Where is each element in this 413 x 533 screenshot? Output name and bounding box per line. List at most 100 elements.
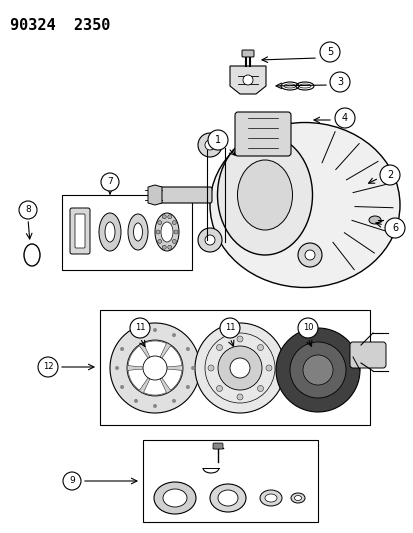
Wedge shape xyxy=(154,368,181,390)
Circle shape xyxy=(38,357,58,377)
Circle shape xyxy=(219,318,240,338)
Text: 12: 12 xyxy=(43,362,53,372)
Wedge shape xyxy=(143,368,166,395)
FancyBboxPatch shape xyxy=(235,112,290,156)
Circle shape xyxy=(127,340,183,396)
Text: 1: 1 xyxy=(214,135,221,145)
Ellipse shape xyxy=(294,496,301,500)
Wedge shape xyxy=(128,368,154,390)
Circle shape xyxy=(172,239,176,244)
Wedge shape xyxy=(128,346,154,368)
Circle shape xyxy=(171,333,176,337)
Ellipse shape xyxy=(290,493,304,503)
Ellipse shape xyxy=(368,216,380,224)
Circle shape xyxy=(207,130,228,150)
Circle shape xyxy=(101,173,119,191)
Circle shape xyxy=(156,230,159,234)
Circle shape xyxy=(185,385,190,389)
Circle shape xyxy=(134,399,138,403)
FancyBboxPatch shape xyxy=(349,342,385,368)
FancyBboxPatch shape xyxy=(100,310,369,425)
Circle shape xyxy=(297,318,317,338)
Text: 10: 10 xyxy=(302,324,313,333)
Circle shape xyxy=(171,399,176,403)
Text: 11: 11 xyxy=(224,324,235,333)
Circle shape xyxy=(207,365,214,371)
Circle shape xyxy=(275,328,359,412)
Text: 9: 9 xyxy=(69,477,75,486)
Circle shape xyxy=(173,230,178,234)
Circle shape xyxy=(197,133,221,157)
Circle shape xyxy=(257,385,263,392)
Circle shape xyxy=(120,385,124,389)
Circle shape xyxy=(190,366,195,370)
Circle shape xyxy=(257,344,263,351)
Circle shape xyxy=(216,344,222,351)
Circle shape xyxy=(329,72,349,92)
Ellipse shape xyxy=(154,482,195,514)
Circle shape xyxy=(334,108,354,128)
Circle shape xyxy=(216,385,222,392)
Circle shape xyxy=(266,365,271,371)
Circle shape xyxy=(319,42,339,62)
Circle shape xyxy=(153,404,157,408)
Ellipse shape xyxy=(133,223,142,241)
Circle shape xyxy=(297,243,321,267)
Circle shape xyxy=(110,323,199,413)
Circle shape xyxy=(130,318,150,338)
Circle shape xyxy=(204,140,214,150)
Text: 5: 5 xyxy=(326,47,332,57)
Circle shape xyxy=(384,218,404,238)
Ellipse shape xyxy=(237,160,292,230)
Circle shape xyxy=(195,323,284,413)
Text: 8: 8 xyxy=(25,206,31,214)
Ellipse shape xyxy=(259,490,281,506)
FancyBboxPatch shape xyxy=(62,195,192,270)
Text: 3: 3 xyxy=(336,77,342,87)
Wedge shape xyxy=(143,341,166,368)
FancyBboxPatch shape xyxy=(70,208,90,254)
Circle shape xyxy=(304,250,314,260)
Ellipse shape xyxy=(105,222,115,242)
Circle shape xyxy=(185,347,190,351)
Circle shape xyxy=(134,333,138,337)
Circle shape xyxy=(218,346,261,390)
Text: 2: 2 xyxy=(386,170,392,180)
Ellipse shape xyxy=(264,494,276,502)
Circle shape xyxy=(19,201,37,219)
Ellipse shape xyxy=(154,213,178,251)
Circle shape xyxy=(157,221,161,224)
FancyBboxPatch shape xyxy=(153,187,211,203)
Circle shape xyxy=(204,235,214,245)
Circle shape xyxy=(157,239,161,244)
Text: 4: 4 xyxy=(341,113,347,123)
Circle shape xyxy=(236,394,242,400)
Circle shape xyxy=(379,165,399,185)
Circle shape xyxy=(63,472,81,490)
Text: 7: 7 xyxy=(107,177,113,187)
Circle shape xyxy=(302,355,332,385)
FancyBboxPatch shape xyxy=(75,214,85,248)
Circle shape xyxy=(167,215,171,219)
Circle shape xyxy=(197,228,221,252)
FancyBboxPatch shape xyxy=(242,50,254,57)
Ellipse shape xyxy=(128,214,147,250)
Text: 11: 11 xyxy=(134,324,145,333)
Ellipse shape xyxy=(217,135,312,255)
FancyBboxPatch shape xyxy=(212,443,223,449)
Circle shape xyxy=(120,347,124,351)
FancyBboxPatch shape xyxy=(142,440,317,522)
Circle shape xyxy=(162,245,166,249)
Text: 6: 6 xyxy=(391,223,397,233)
Polygon shape xyxy=(230,66,266,94)
Circle shape xyxy=(153,328,157,332)
Circle shape xyxy=(162,215,166,219)
Circle shape xyxy=(289,342,345,398)
Ellipse shape xyxy=(209,123,399,287)
Circle shape xyxy=(142,356,166,380)
Circle shape xyxy=(115,366,119,370)
Circle shape xyxy=(167,245,171,249)
Circle shape xyxy=(236,336,242,342)
Wedge shape xyxy=(154,346,181,368)
Ellipse shape xyxy=(209,484,245,512)
